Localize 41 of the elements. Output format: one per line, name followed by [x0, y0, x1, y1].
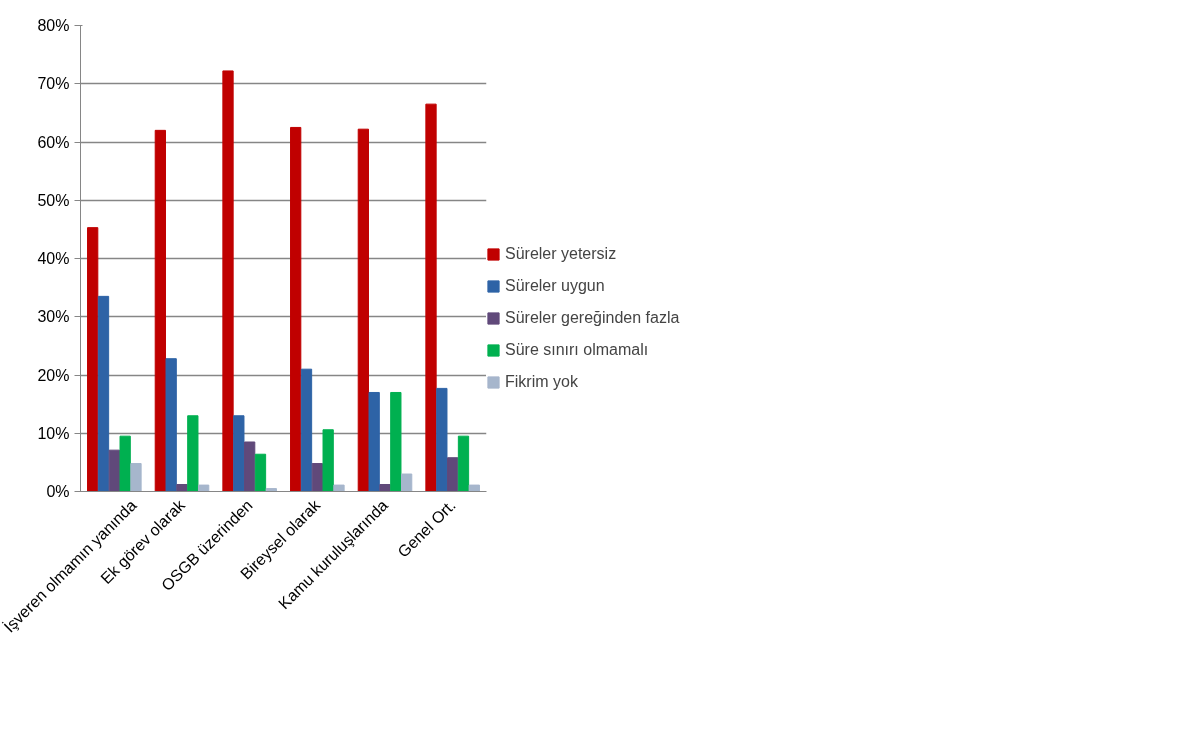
bar — [222, 70, 234, 492]
bar — [333, 484, 345, 492]
legend-label: Süre sınırı olmamalı — [505, 341, 649, 359]
y-tick-label: 30% — [37, 308, 70, 326]
bar — [379, 484, 391, 492]
bar — [130, 463, 142, 492]
bar — [368, 391, 380, 492]
legend-label: Süreler yetersiz — [505, 245, 617, 263]
bar — [119, 435, 131, 492]
bar — [290, 126, 302, 492]
y-tick-label: 10% — [37, 424, 70, 442]
bar — [425, 103, 437, 492]
bar — [390, 391, 402, 492]
bar — [187, 415, 199, 492]
bar — [457, 435, 470, 492]
bar — [244, 441, 256, 492]
bar — [254, 453, 267, 492]
legend-label: Süreler gereğinden fazla — [505, 309, 680, 327]
bar — [322, 429, 334, 492]
bar — [357, 128, 369, 492]
legend-label: Fikrim yok — [505, 373, 578, 391]
bar — [154, 129, 166, 492]
y-tick-label: 60% — [37, 133, 70, 151]
y-tick-label: 20% — [37, 366, 70, 384]
bar — [165, 358, 177, 492]
legend-label: Süreler uygun — [505, 277, 605, 295]
y-tick-label: 40% — [37, 250, 70, 267]
bar — [87, 227, 99, 492]
y-tick-label: 70% — [37, 75, 70, 93]
y-tick-label: 80% — [37, 17, 70, 34]
bar — [468, 484, 480, 492]
bar — [436, 387, 448, 492]
y-tick-label: 0% — [46, 483, 70, 500]
bar — [447, 457, 459, 492]
bar — [233, 415, 245, 492]
bar — [300, 368, 313, 492]
y-tick-label: 50% — [37, 191, 70, 209]
bar — [97, 295, 110, 492]
bar — [176, 484, 188, 492]
bar — [401, 473, 413, 492]
bar — [198, 484, 210, 492]
